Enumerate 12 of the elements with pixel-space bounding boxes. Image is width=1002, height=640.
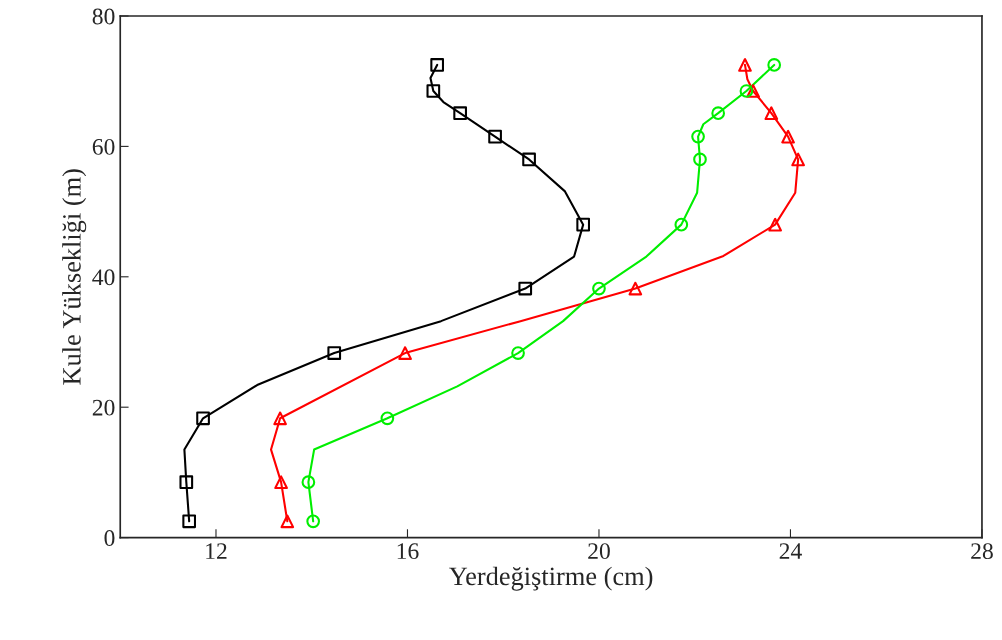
y-tick-label: 80 xyxy=(92,8,115,25)
x-axis-title: Yerdeğiştirme (cm) xyxy=(449,566,653,591)
x-tick-label: 28 xyxy=(971,543,993,560)
y-tick-label: 40 xyxy=(92,269,115,286)
y-tick-label: 20 xyxy=(92,399,115,416)
y-tick-label: 0 xyxy=(104,530,115,547)
x-tick-label: 12 xyxy=(206,543,227,559)
x-tick-label: 20 xyxy=(588,543,610,560)
y-tick-label: 60 xyxy=(92,138,115,155)
x-tick-label: 24 xyxy=(779,543,802,559)
y-axis-title: Kule Yüksekliği (m) xyxy=(62,169,87,385)
x-tick-label: 16 xyxy=(397,543,419,560)
